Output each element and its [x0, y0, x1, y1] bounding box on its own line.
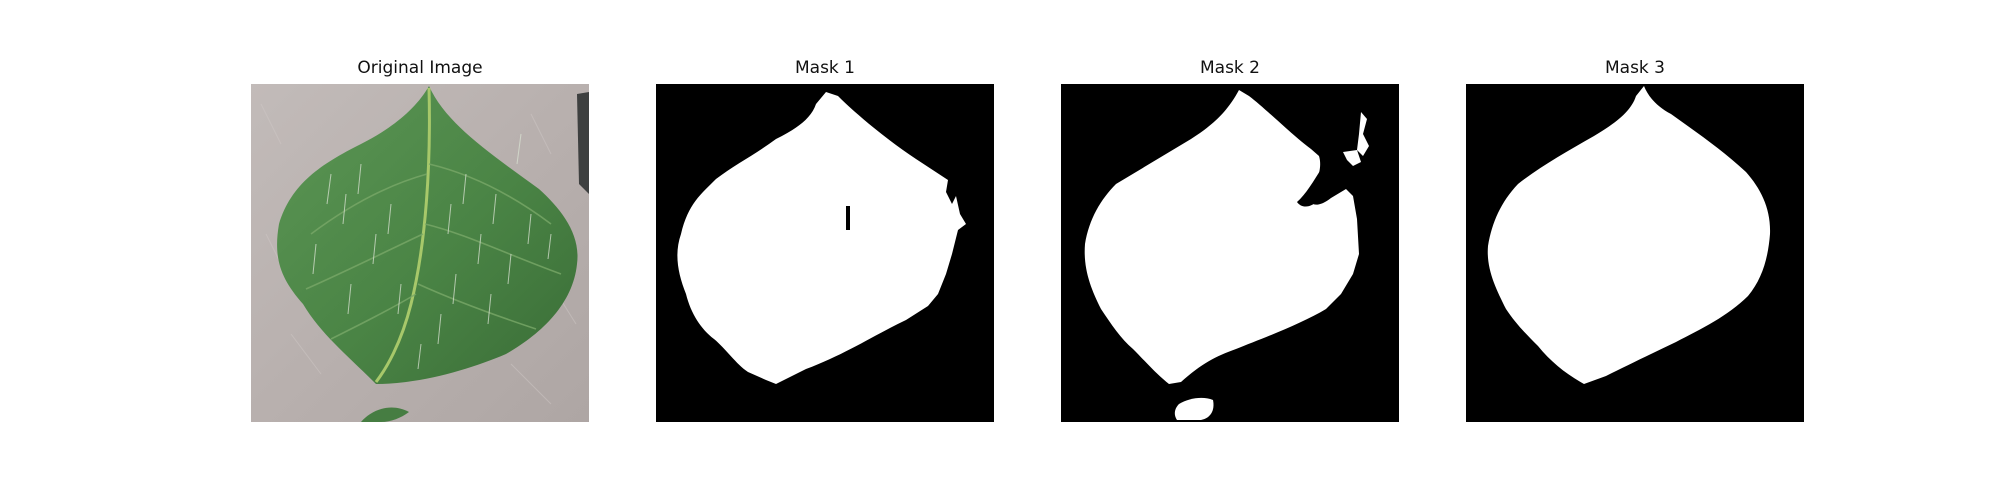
panel-title-original: Original Image: [357, 58, 483, 78]
mask-3-image: [1466, 84, 1804, 422]
mask-1-image: [656, 84, 994, 422]
panel-title-mask-2: Mask 2: [1199, 58, 1260, 78]
panel-title-mask-1: Mask 1: [794, 58, 855, 78]
panel-title-mask-3: Mask 3: [1604, 58, 1665, 78]
mask-2-image: [1061, 84, 1399, 422]
original-image: [251, 84, 589, 422]
